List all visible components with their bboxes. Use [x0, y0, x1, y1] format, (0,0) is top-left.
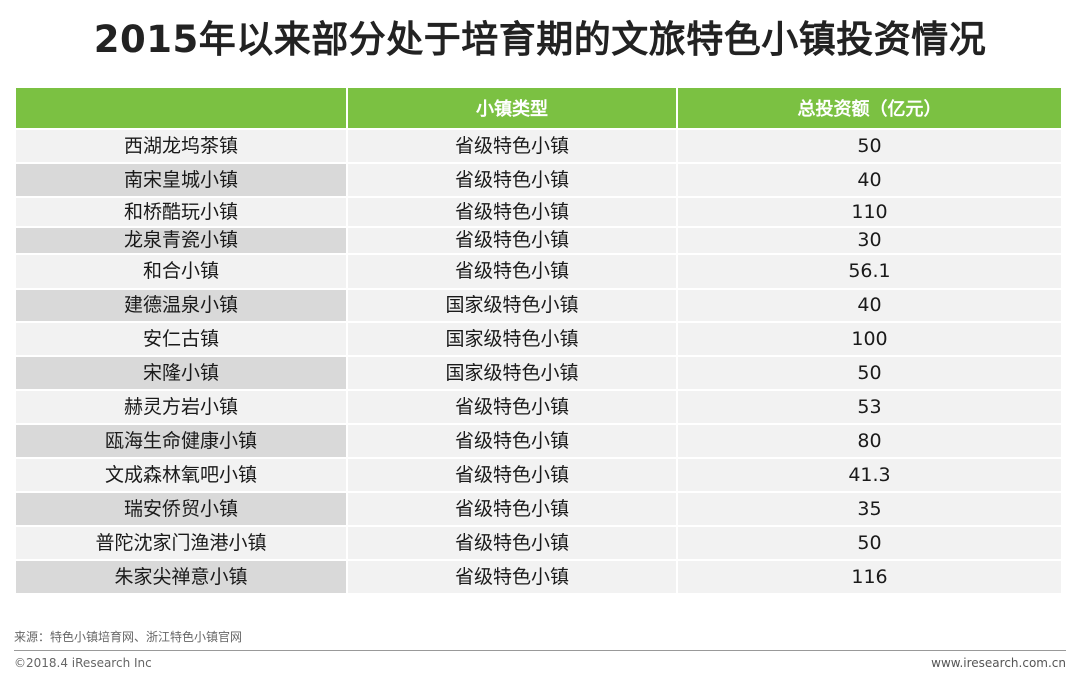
town-type-cell: 国家级特色小镇 [346, 355, 676, 389]
town-name-cell: 和合小镇 [16, 253, 346, 288]
investment-cell: 40 [676, 288, 1061, 321]
source-note: 来源：特色小镇培育网、浙江特色小镇官网 [14, 630, 243, 644]
town-type-cell: 国家级特色小镇 [346, 288, 676, 321]
investment-cell: 30 [676, 226, 1061, 253]
town-name-cell: 宋隆小镇 [16, 355, 346, 389]
table-row: 龙泉青瓷小镇 省级特色小镇 30 [16, 226, 1061, 253]
town-type-cell: 省级特色小镇 [346, 457, 676, 491]
header-town-name [16, 88, 346, 128]
investment-cell: 35 [676, 491, 1061, 525]
town-name-cell: 瑞安侨贸小镇 [16, 491, 346, 525]
table-row: 南宋皇城小镇 省级特色小镇 40 [16, 162, 1061, 196]
town-type-cell: 省级特色小镇 [346, 162, 676, 196]
investment-cell: 53 [676, 389, 1061, 423]
town-name-cell: 建德温泉小镇 [16, 288, 346, 321]
website-url: www.iresearch.com.cn [931, 656, 1066, 670]
town-type-cell: 省级特色小镇 [346, 559, 676, 593]
town-type-cell: 省级特色小镇 [346, 491, 676, 525]
investment-cell: 100 [676, 321, 1061, 355]
table-row: 西湖龙坞茶镇 省级特色小镇 50 [16, 128, 1061, 162]
investment-cell: 116 [676, 559, 1061, 593]
investment-cell: 110 [676, 196, 1061, 226]
investment-cell: 50 [676, 355, 1061, 389]
town-name-cell: 安仁古镇 [16, 321, 346, 355]
town-name-cell: 赫灵方岩小镇 [16, 389, 346, 423]
copyright-text: ©2018.4 iResearch Inc [14, 656, 152, 670]
investment-table: 小镇类型 总投资额（亿元） 西湖龙坞茶镇 省级特色小镇 50 南宋皇城小镇 省级特色小镇… [16, 88, 1061, 593]
table-row: 朱家尖禅意小镇 省级特色小镇 116 [16, 559, 1061, 593]
table-row: 和合小镇 省级特色小镇 56.1 [16, 253, 1061, 288]
town-type-cell: 省级特色小镇 [346, 423, 676, 457]
header-investment: 总投资额（亿元） [676, 88, 1061, 128]
town-type-cell: 省级特色小镇 [346, 525, 676, 559]
investment-cell: 80 [676, 423, 1061, 457]
town-name-cell: 西湖龙坞茶镇 [16, 128, 346, 162]
town-name-cell: 龙泉青瓷小镇 [16, 226, 346, 253]
table-header-row: 小镇类型 总投资额（亿元） [16, 88, 1061, 128]
table-row: 和桥酷玩小镇 省级特色小镇 110 [16, 196, 1061, 226]
table-row: 瓯海生命健康小镇 省级特色小镇 80 [16, 423, 1061, 457]
town-name-cell: 南宋皇城小镇 [16, 162, 346, 196]
page-title: 2015年以来部分处于培育期的文旅特色小镇投资情况 [93, 18, 987, 61]
town-type-cell: 省级特色小镇 [346, 226, 676, 253]
town-name-cell: 普陀沈家门渔港小镇 [16, 525, 346, 559]
town-type-cell: 省级特色小镇 [346, 389, 676, 423]
town-type-cell: 省级特色小镇 [346, 196, 676, 226]
investment-cell: 50 [676, 128, 1061, 162]
town-type-cell: 国家级特色小镇 [346, 321, 676, 355]
table-row: 安仁古镇 国家级特色小镇 100 [16, 321, 1061, 355]
town-type-cell: 省级特色小镇 [346, 128, 676, 162]
investment-cell: 40 [676, 162, 1061, 196]
investment-cell: 50 [676, 525, 1061, 559]
table-row: 文成森林氧吧小镇 省级特色小镇 41.3 [16, 457, 1061, 491]
table-body: 西湖龙坞茶镇 省级特色小镇 50 南宋皇城小镇 省级特色小镇 40 和桥酷玩小镇 省级特色小镇… [16, 128, 1061, 593]
investment-cell: 56.1 [676, 253, 1061, 288]
table-row: 普陀沈家门渔港小镇 省级特色小镇 50 [16, 525, 1061, 559]
town-type-cell: 省级特色小镇 [346, 253, 676, 288]
town-name-cell: 朱家尖禅意小镇 [16, 559, 346, 593]
town-name-cell: 文成森林氧吧小镇 [16, 457, 346, 491]
table-row: 建德温泉小镇 国家级特色小镇 40 [16, 288, 1061, 321]
footer-divider [14, 650, 1066, 651]
town-name-cell: 和桥酷玩小镇 [16, 196, 346, 226]
investment-cell: 41.3 [676, 457, 1061, 491]
table-row: 宋隆小镇 国家级特色小镇 50 [16, 355, 1061, 389]
town-name-cell: 瓯海生命健康小镇 [16, 423, 346, 457]
header-town-type: 小镇类型 [346, 88, 676, 128]
table-row: 瑞安侨贸小镇 省级特色小镇 35 [16, 491, 1061, 525]
table-row: 赫灵方岩小镇 省级特色小镇 53 [16, 389, 1061, 423]
